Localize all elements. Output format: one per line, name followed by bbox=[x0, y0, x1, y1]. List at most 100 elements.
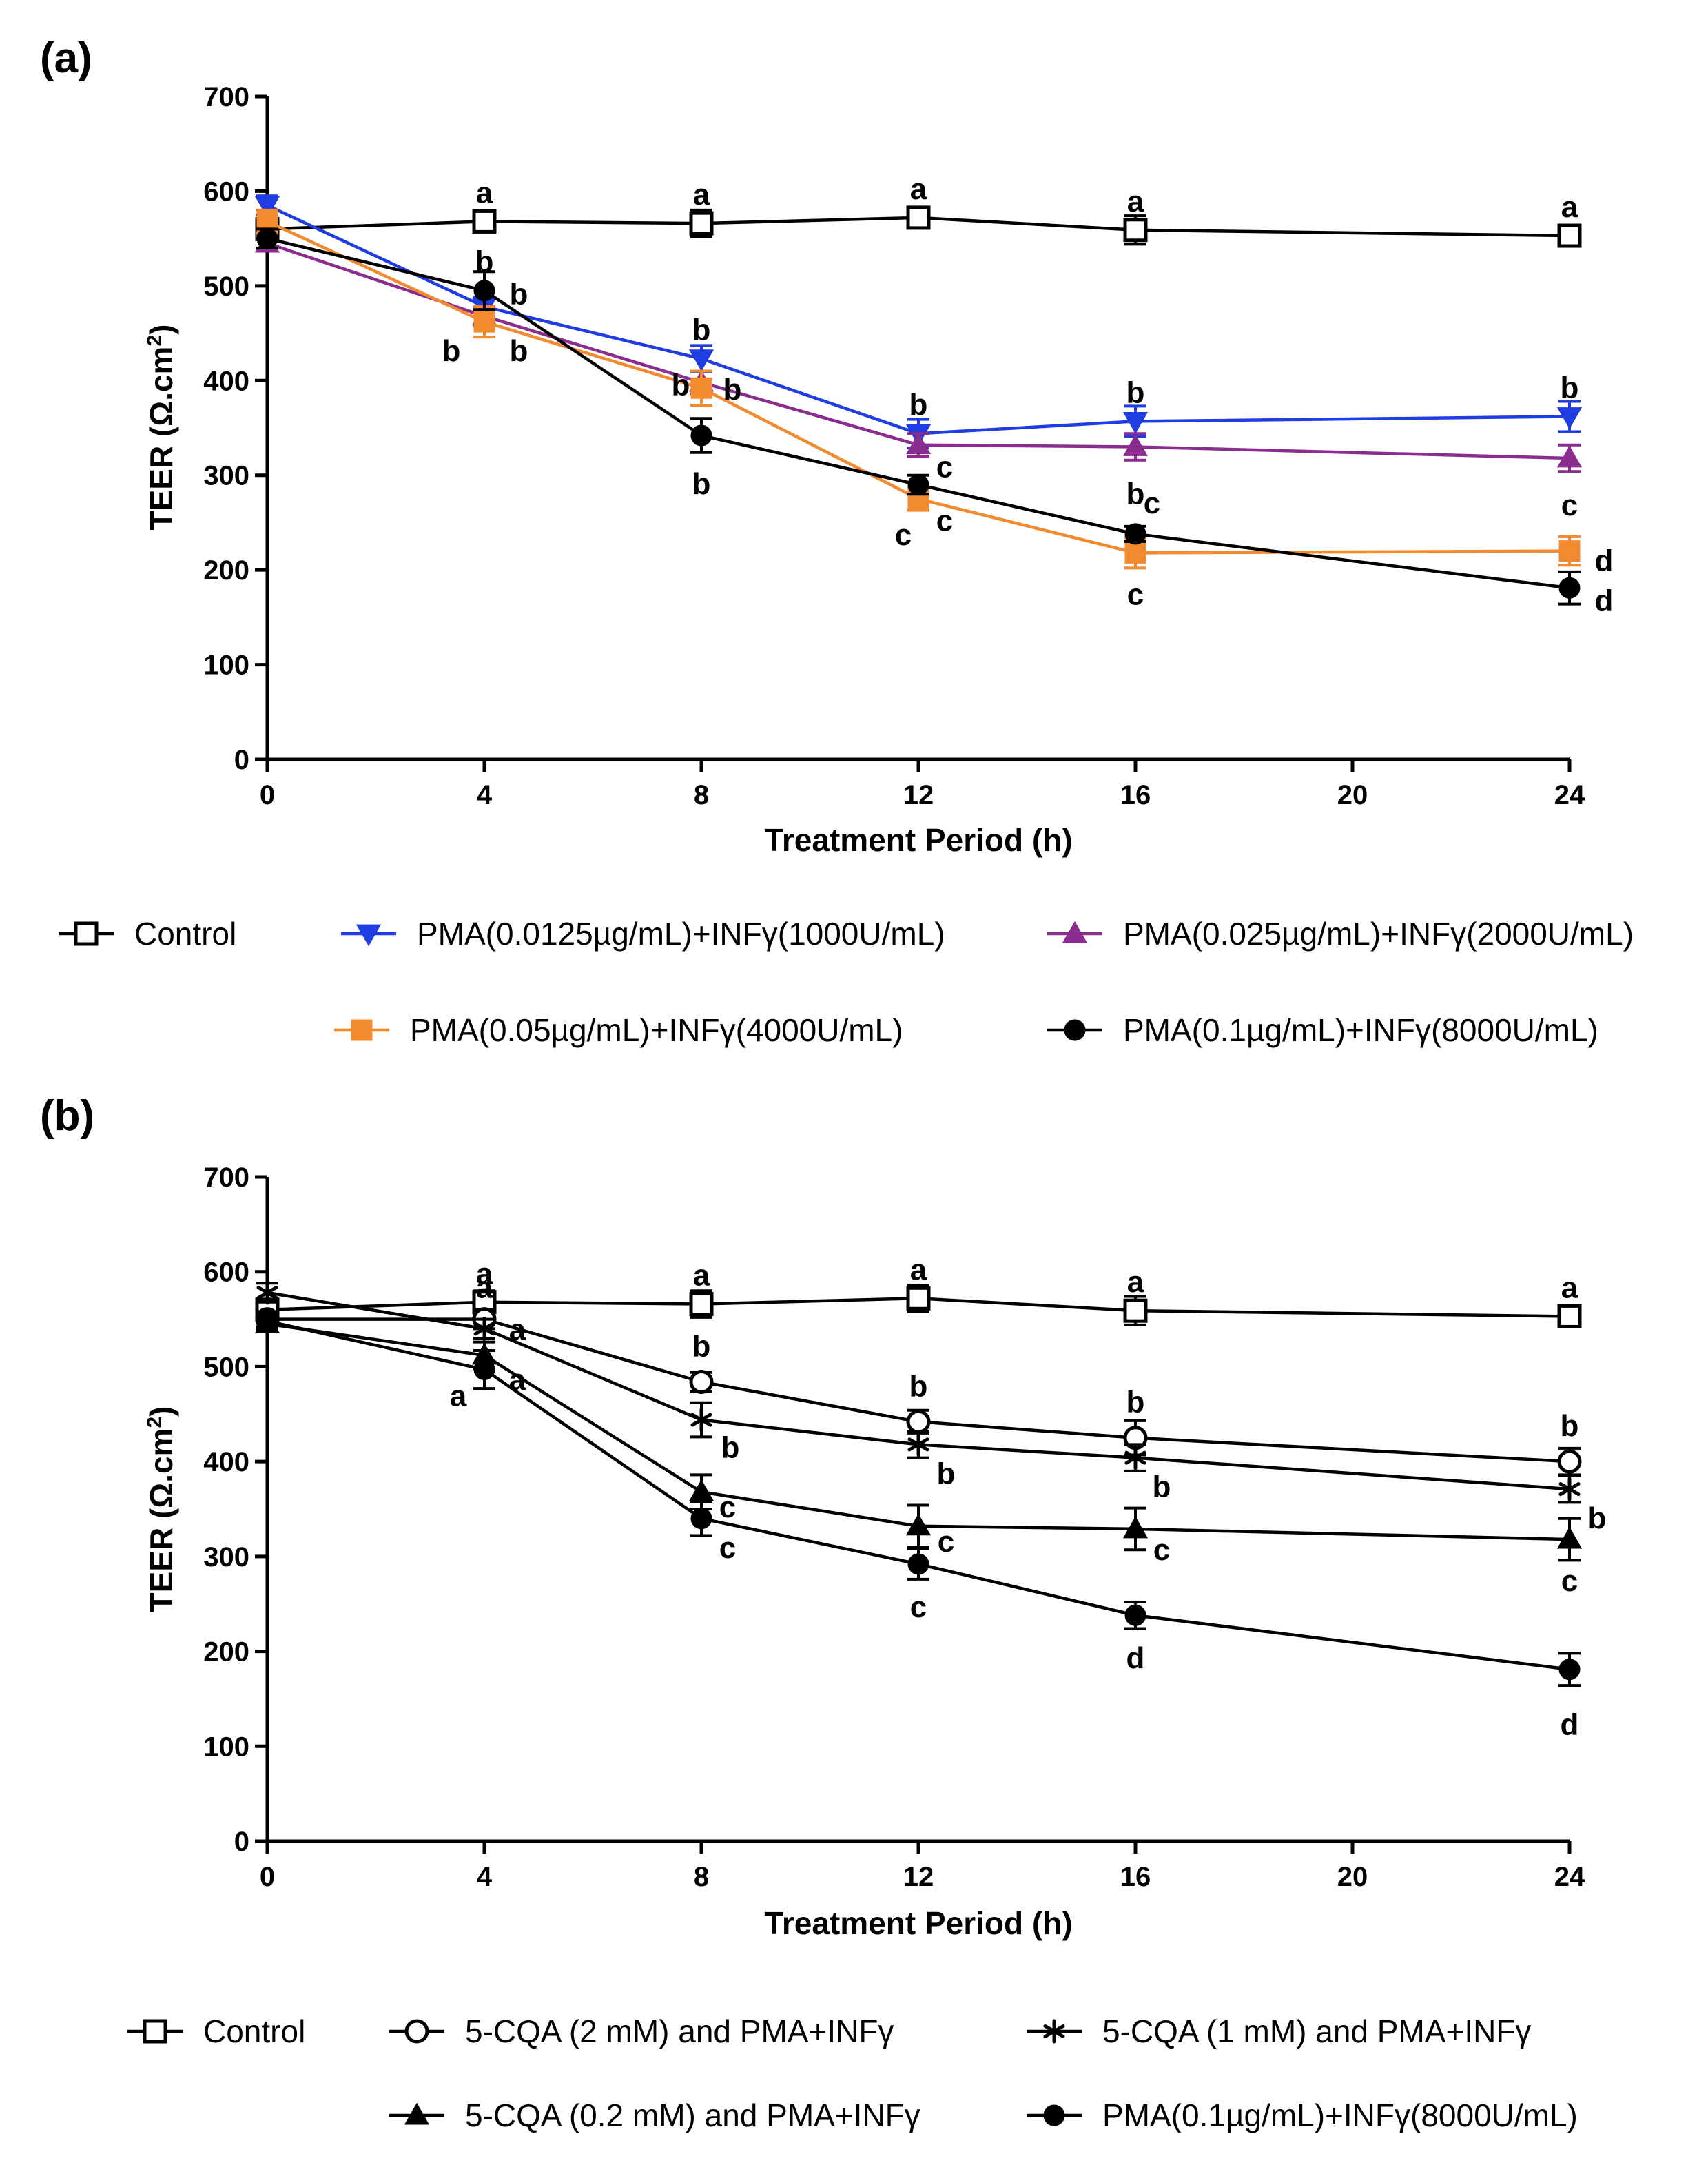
significance-letter: b bbox=[1588, 1501, 1607, 1535]
x-tick-label: 12 bbox=[903, 780, 934, 810]
significance-letter: a bbox=[693, 178, 710, 212]
legend-label: Control bbox=[134, 916, 236, 952]
significance-letter: a bbox=[476, 176, 493, 209]
series-line bbox=[267, 236, 1570, 590]
significance-letter: b bbox=[672, 368, 690, 402]
data-point bbox=[906, 205, 931, 230]
legend-marker bbox=[404, 2102, 430, 2125]
data-point bbox=[1122, 1516, 1149, 1539]
significance-letter: b bbox=[723, 373, 742, 407]
y-axis-title: TEER (Ω.cm2) bbox=[143, 325, 179, 531]
y-tick-label: 400 bbox=[203, 1447, 249, 1477]
legend-entry-3: PMA(0.05µg/mL)+INFγ(4000U/mL) bbox=[334, 1012, 903, 1048]
y-tick-label: 500 bbox=[203, 1352, 249, 1382]
y-axis-title-main: TEER (Ω.cm bbox=[143, 1428, 179, 1612]
y-tick-label: 300 bbox=[203, 1542, 249, 1572]
y-tick-label: 0 bbox=[234, 745, 249, 775]
legend-entry-0: Control bbox=[59, 916, 236, 952]
y-axis-title-superscript: 2 bbox=[143, 335, 166, 347]
panel-label: (b) bbox=[40, 1092, 94, 1140]
legend-marker bbox=[1064, 1019, 1086, 1041]
y-axis-title: TEER (Ω.cm2) bbox=[143, 1406, 179, 1612]
significance-letter: c bbox=[719, 1531, 736, 1565]
significance-letter: a bbox=[476, 1257, 493, 1291]
data-point bbox=[907, 473, 929, 495]
y-tick-label: 700 bbox=[203, 82, 249, 112]
data-point bbox=[1556, 407, 1583, 429]
significance-letter: b bbox=[1561, 1409, 1579, 1443]
significance-letter: a bbox=[450, 1379, 467, 1413]
data-point bbox=[1558, 1659, 1581, 1681]
legend-marker bbox=[1043, 2104, 1065, 2126]
series-line bbox=[267, 220, 1570, 555]
data-point-stroke bbox=[690, 1413, 712, 1427]
x-tick-label: 0 bbox=[260, 1862, 275, 1892]
significance-letter: b bbox=[475, 245, 494, 279]
legend-label: 5-CQA (2 mM) and PMA+INFγ bbox=[465, 2013, 894, 2049]
data-point bbox=[905, 1513, 932, 1536]
data-point bbox=[688, 349, 714, 371]
data-point bbox=[907, 1432, 929, 1457]
significance-letter: a bbox=[476, 1271, 493, 1304]
y-axis-title-close: ) bbox=[143, 1406, 179, 1417]
legend-label: 5-CQA (0.2 mM) and PMA+INFγ bbox=[465, 2097, 920, 2133]
panel-b: (b) 0 100 200 300 400 500 600 700 0 4 8 12 16 20 24 Trea… bbox=[40, 1092, 1606, 2133]
y-tick-label: 100 bbox=[203, 650, 249, 681]
significance-letter: a bbox=[910, 172, 927, 206]
data-point bbox=[473, 280, 495, 302]
significance-letter: a bbox=[693, 1259, 710, 1293]
y-tick-label: 0 bbox=[234, 1827, 249, 1857]
data-point bbox=[256, 1310, 278, 1332]
data-point bbox=[254, 196, 280, 218]
legend-entry-2: PMA(0.025µg/mL)+INFγ(2000U/mL) bbox=[1047, 916, 1634, 952]
data-point bbox=[1123, 1298, 1148, 1323]
x-tick-label: 16 bbox=[1120, 780, 1151, 810]
significance-letter: b bbox=[909, 1369, 928, 1403]
data-point bbox=[907, 1553, 929, 1575]
significance-letter: c bbox=[938, 1525, 954, 1559]
legend-marker bbox=[74, 921, 99, 946]
x-tick-label: 12 bbox=[903, 1862, 934, 1892]
x-axis-title: Treatment Period (h) bbox=[764, 822, 1072, 858]
data-point-stroke bbox=[256, 1286, 278, 1300]
legend-marker-stroke bbox=[1043, 2024, 1065, 2038]
series-4 bbox=[256, 227, 1581, 606]
data-point bbox=[906, 1286, 931, 1311]
series-1 bbox=[255, 1307, 1582, 1477]
legend-marker bbox=[1062, 921, 1088, 943]
legend-label: PMA(0.05µg/mL)+INFγ(4000U/mL) bbox=[410, 1012, 903, 1048]
x-tick-label: 4 bbox=[477, 1862, 493, 1892]
series-4 bbox=[256, 1310, 1581, 1687]
y-tick-label: 500 bbox=[203, 271, 249, 302]
series-2 bbox=[256, 1280, 1581, 1504]
panel-a: (a) 0 100 200 300 400 500 600 700 0 4 8 12 16 20 24 Trea… bbox=[40, 34, 1634, 1048]
data-point bbox=[1124, 1604, 1146, 1626]
data-point-stroke bbox=[907, 1437, 929, 1452]
y-tick-label: 400 bbox=[203, 366, 249, 396]
y-tick-label: 100 bbox=[203, 1732, 249, 1762]
significance-letter: d bbox=[1595, 584, 1614, 617]
data-point bbox=[473, 311, 495, 333]
legend-entry-4: PMA(0.1µg/mL)+INFγ(8000U/mL) bbox=[1047, 1012, 1598, 1048]
significance-letter: b bbox=[510, 278, 528, 311]
legend-label: PMA(0.1µg/mL)+INFγ(8000U/mL) bbox=[1102, 2097, 1578, 2133]
significance-letter: c bbox=[1127, 577, 1144, 611]
data-point bbox=[689, 211, 714, 236]
data-point bbox=[473, 1359, 495, 1381]
significance-letter: b bbox=[692, 314, 711, 347]
legend-entry-0: Control bbox=[127, 2013, 305, 2049]
data-point bbox=[689, 1292, 714, 1317]
x-tick-label: 20 bbox=[1337, 1862, 1368, 1892]
x-tick-label: 0 bbox=[260, 780, 275, 810]
x-tick-label: 24 bbox=[1554, 1862, 1585, 1892]
y-tick-label: 200 bbox=[203, 555, 249, 586]
legend-label: PMA(0.1µg/mL)+INFγ(8000U/mL) bbox=[1123, 1012, 1598, 1048]
significance-letter: b bbox=[692, 1329, 711, 1363]
significance-letter: b bbox=[692, 467, 711, 501]
series-line bbox=[267, 204, 1570, 435]
data-point bbox=[473, 1316, 495, 1341]
significance-letter: b bbox=[937, 1457, 956, 1490]
data-point bbox=[256, 227, 278, 249]
series-line bbox=[267, 1320, 1570, 1671]
